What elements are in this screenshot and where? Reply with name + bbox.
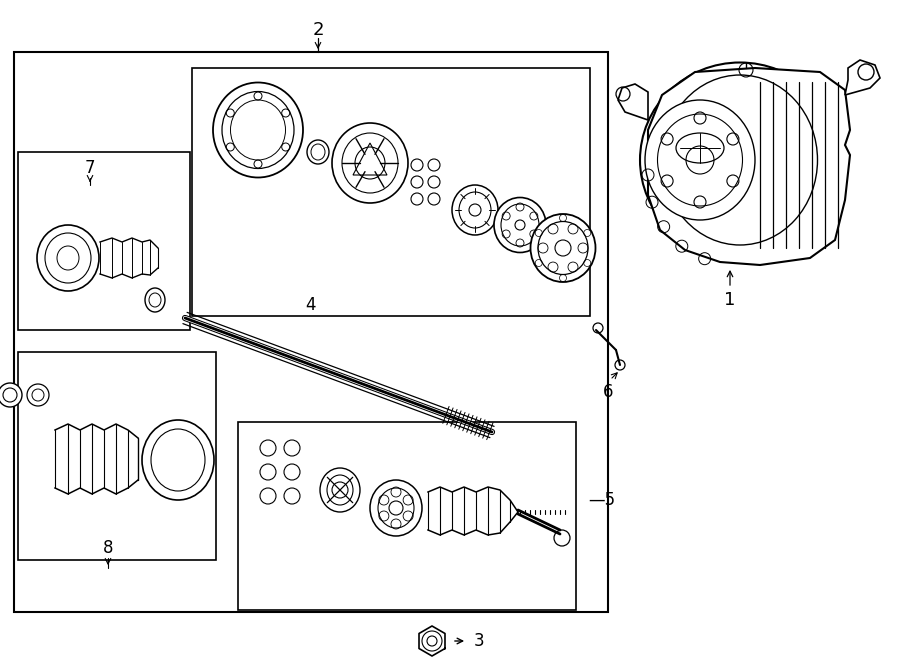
Text: 7: 7 <box>85 159 95 177</box>
Ellipse shape <box>37 225 99 291</box>
Ellipse shape <box>145 288 165 312</box>
Bar <box>18 352 216 560</box>
Polygon shape <box>845 60 880 95</box>
Polygon shape <box>648 68 850 265</box>
Ellipse shape <box>332 123 408 203</box>
Ellipse shape <box>452 185 498 235</box>
Ellipse shape <box>494 198 546 253</box>
Text: 3: 3 <box>474 632 484 650</box>
Circle shape <box>0 383 22 407</box>
Ellipse shape <box>320 468 360 512</box>
Bar <box>238 422 576 610</box>
Ellipse shape <box>530 214 596 282</box>
Text: 2: 2 <box>312 21 324 39</box>
Ellipse shape <box>213 83 303 178</box>
Text: 4: 4 <box>305 296 315 314</box>
Ellipse shape <box>142 420 214 500</box>
Text: 6: 6 <box>603 383 613 401</box>
Bar <box>14 52 608 612</box>
Text: 8: 8 <box>103 539 113 557</box>
Text: 1: 1 <box>724 291 735 309</box>
Ellipse shape <box>645 100 755 220</box>
Ellipse shape <box>370 480 422 536</box>
Text: —5: —5 <box>588 491 615 509</box>
Bar <box>192 68 590 316</box>
Bar <box>18 152 190 330</box>
Circle shape <box>27 384 49 406</box>
Polygon shape <box>618 84 648 120</box>
Ellipse shape <box>640 63 840 258</box>
